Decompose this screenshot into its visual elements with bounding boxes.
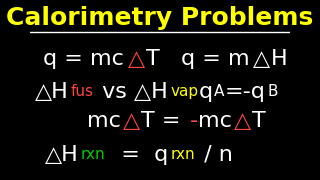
Text: B: B: [268, 84, 278, 99]
Text: fus: fus: [70, 84, 93, 99]
Text: mc: mc: [87, 111, 121, 131]
Text: q = m: q = m: [181, 49, 250, 69]
Text: vs △H: vs △H: [94, 82, 167, 102]
Text: △: △: [253, 49, 270, 69]
Text: Calorimetry Problems: Calorimetry Problems: [6, 6, 314, 30]
Text: △: △: [128, 49, 145, 69]
Text: △: △: [123, 111, 140, 131]
Text: △: △: [234, 111, 251, 131]
Text: =-q: =-q: [225, 82, 266, 102]
Text: T =: T =: [140, 111, 187, 131]
Text: mc: mc: [198, 111, 232, 131]
Text: q: q: [199, 82, 213, 102]
Text: rxn: rxn: [171, 147, 196, 162]
Text: -: -: [190, 111, 198, 131]
Text: =  q: = q: [107, 145, 168, 165]
Text: H: H: [271, 49, 288, 69]
Text: △H: △H: [35, 82, 68, 102]
Text: / n: / n: [197, 145, 233, 165]
Text: T: T: [146, 49, 159, 69]
Text: A: A: [214, 84, 224, 99]
Text: T: T: [252, 111, 266, 131]
Text: △H: △H: [45, 145, 79, 165]
Text: q = mc: q = mc: [43, 49, 124, 69]
Text: vap: vap: [171, 84, 199, 99]
Text: rxn: rxn: [81, 147, 105, 162]
